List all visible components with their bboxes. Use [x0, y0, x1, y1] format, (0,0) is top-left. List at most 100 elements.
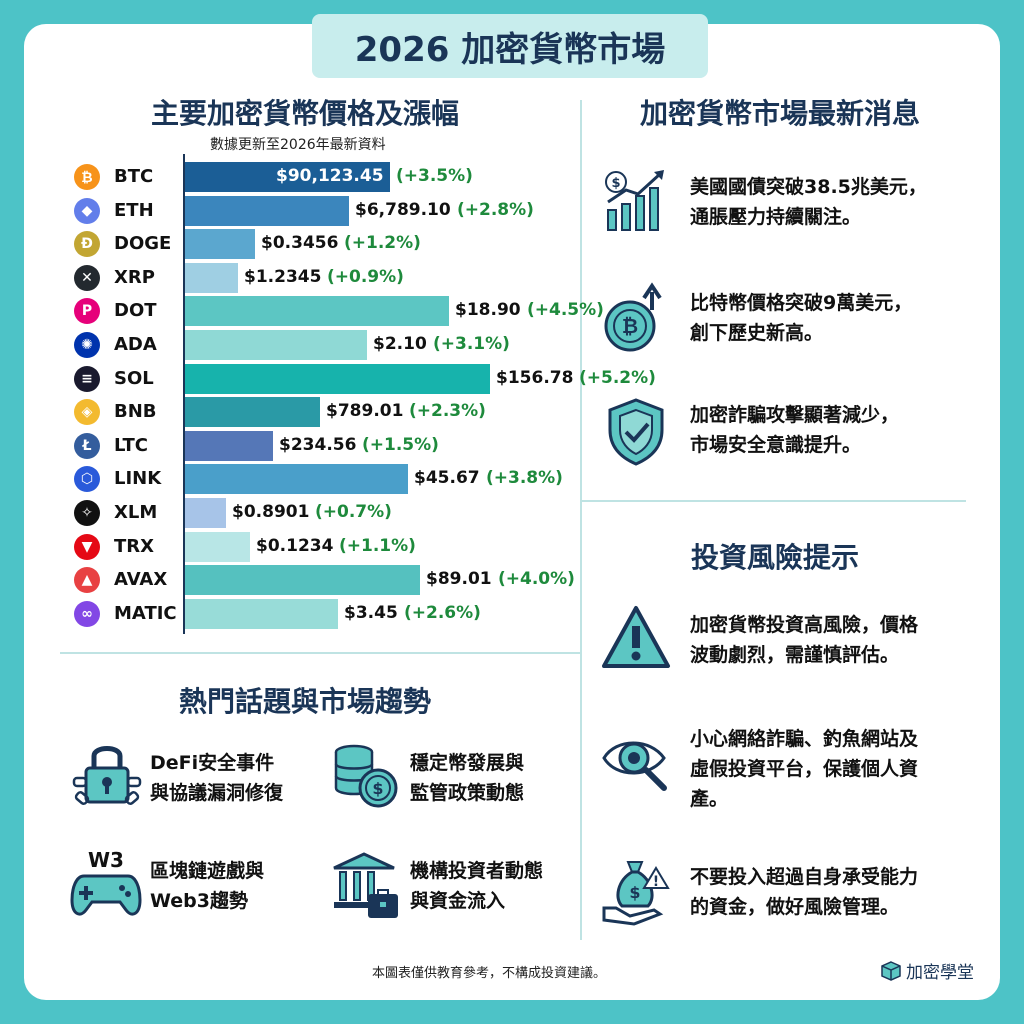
avax-coin-icon: ▲ [74, 567, 100, 594]
price-label: $3.45 [344, 602, 398, 623]
chart-row-xlm: ✧ XLM $0.8901 (+0.7%) [70, 498, 580, 528]
ada-coin-icon: ✺ [74, 332, 100, 358]
change-label: (+3.1%) [433, 334, 510, 354]
bar-avax [185, 565, 420, 596]
bar-doge [185, 229, 255, 260]
category-label: DOGE [114, 233, 172, 255]
chart-row-avax: ▲ AVAX $89.01 (+4.0%) [70, 565, 580, 596]
change-label: (+2.6%) [404, 602, 481, 623]
price-label: $2.10 [373, 334, 427, 354]
news-item-3: 加密詐騙攻擊顯著減少， 市場安全意識提升。 [690, 404, 900, 456]
price-label: $89.01 [426, 569, 492, 590]
news-item-1: 美國國債突破38.5兆美元， 通脹壓力持續關注。 [690, 176, 927, 228]
category-label: AVAX [114, 569, 168, 591]
bar-bnb [185, 397, 320, 428]
bar-btc [185, 162, 390, 192]
coin-stack-icon: $ [334, 744, 398, 808]
chart-row-eth: ◆ ETH $6,789.10 (+2.8%) [70, 195, 580, 226]
svg-text:$: $ [611, 176, 620, 191]
risk-item-1: 加密貨幣投資高風險，價格 波動劇烈，需謹慎評估。 [690, 614, 919, 666]
web3-badge: W3 [88, 848, 124, 872]
page-title: 2026 加密貨幣市場 [312, 14, 708, 78]
dot-coin-icon: P [74, 298, 100, 325]
chart-row-btc: ₿ BTC $90,123.45 (+3.5%) [70, 162, 580, 192]
change-label: (+3.5%) [396, 166, 473, 186]
category-label: LTC [114, 434, 148, 456]
prices-section-title: 主要加密貨幣價格及漲幅 [150, 97, 459, 130]
change-label: (+1.1%) [339, 535, 416, 556]
chart-row-doge: Ð DOGE $0.3456 (+1.2%) [70, 229, 580, 260]
trend-defi: DeFi安全事件 與協議漏洞修復 [150, 752, 284, 804]
news-section-title: 加密貨幣市場最新消息 [639, 97, 920, 130]
category-label: XRP [114, 266, 155, 288]
price-label: $6,789.10 [355, 199, 451, 220]
category-label: SOL [114, 367, 154, 389]
price-label: $18.90 [455, 300, 521, 321]
cube-icon [881, 960, 901, 981]
link-coin-icon: ⬡ [74, 466, 100, 493]
bar-matic [185, 598, 338, 629]
bar-dot [185, 296, 449, 327]
xrp-coin-icon: ✕ [74, 264, 100, 291]
brand-logo: 加密學堂 [880, 958, 974, 983]
change-label: (+1.2%) [344, 233, 421, 254]
btc-coin-icon: ₿ [74, 164, 100, 190]
growth-chart-icon: $ [605, 170, 664, 231]
category-label: XLM [114, 502, 158, 523]
chart-row-ltc: Ł LTC $234.56 (+1.5%) [70, 430, 580, 461]
chart-row-dot: P DOT $18.90 (+4.5%) [70, 296, 604, 327]
change-label: (+2.8%) [457, 199, 534, 220]
bar-ada [185, 330, 367, 360]
change-label: (+0.9%) [327, 266, 404, 287]
data-update-note: 數據更新至2026年最新資料 [210, 137, 386, 153]
chart-row-ada: ✺ ADA $2.10 (+3.1%) [70, 330, 580, 360]
sol-coin-icon: ≡ [74, 365, 100, 392]
price-label: $90,123.45 [276, 166, 384, 186]
chart-row-trx: ▼ TRX $0.1234 (+1.1%) [70, 531, 580, 562]
change-label: (+4.0%) [498, 569, 575, 590]
eth-coin-icon: ◆ [74, 197, 100, 224]
chart-row-bnb: ◈ BNB $789.01 (+2.3%) [70, 397, 580, 428]
svg-text:$: $ [372, 779, 383, 798]
price-label: $156.78 [496, 367, 574, 388]
category-label: DOT [114, 300, 157, 322]
bar-sol [185, 363, 490, 394]
category-label: MATIC [114, 602, 177, 624]
bitcoin-up-icon: ₿ [604, 282, 662, 352]
price-label: $45.67 [414, 468, 480, 489]
shield-check-icon [608, 398, 664, 466]
trx-coin-icon: ▼ [74, 533, 100, 560]
price-label: $0.1234 [256, 535, 334, 556]
chain-lock-icon [72, 746, 142, 805]
vertical-divider [580, 100, 582, 940]
ltc-coin-icon: Ł [74, 432, 100, 459]
bar-eth [185, 195, 349, 226]
bar-link [185, 464, 408, 495]
svg-text:$: $ [629, 883, 640, 902]
trends-section-title: 熱門話題與市場趨勢 [178, 685, 431, 718]
brand-name: 加密學堂 [906, 963, 974, 983]
bnb-coin-icon: ◈ [74, 399, 100, 426]
horizontal-divider-right [582, 500, 966, 502]
xlm-coin-icon: ✧ [74, 500, 100, 526]
change-label: (+2.3%) [409, 401, 486, 422]
change-label: (+0.7%) [315, 502, 392, 522]
trend-stablecoin: 穩定幣發展與 監管政策動態 [410, 752, 525, 804]
money-bag-icon: $ ! [602, 861, 670, 926]
change-label: (+5.2%) [579, 367, 656, 388]
bar-xrp [185, 262, 238, 293]
price-label: $789.01 [326, 401, 404, 422]
risk-item-3: 不要投入超過自身承受能力 的資金，做好風險管理。 [690, 866, 919, 918]
category-label: LINK [114, 468, 162, 490]
price-label: $0.8901 [232, 502, 310, 522]
trend-web3-gaming: 區塊鏈遊戲與 Web3趨勢 [150, 860, 265, 912]
svg-text:!: ! [653, 874, 659, 890]
category-label: ADA [114, 334, 157, 355]
bar-xlm [185, 498, 226, 528]
trend-institutional: 機構投資者動態 與資金流入 [410, 860, 544, 912]
chart-row-matic: ∞ MATIC $3.45 (+2.6%) [70, 598, 580, 629]
category-label: BNB [114, 401, 157, 423]
svg-text:₿: ₿ [622, 314, 638, 338]
chart-row-xrp: ✕ XRP $1.2345 (+0.9%) [70, 262, 580, 293]
chart-row-sol: ≡ SOL $156.78 (+5.2%) [70, 363, 656, 394]
